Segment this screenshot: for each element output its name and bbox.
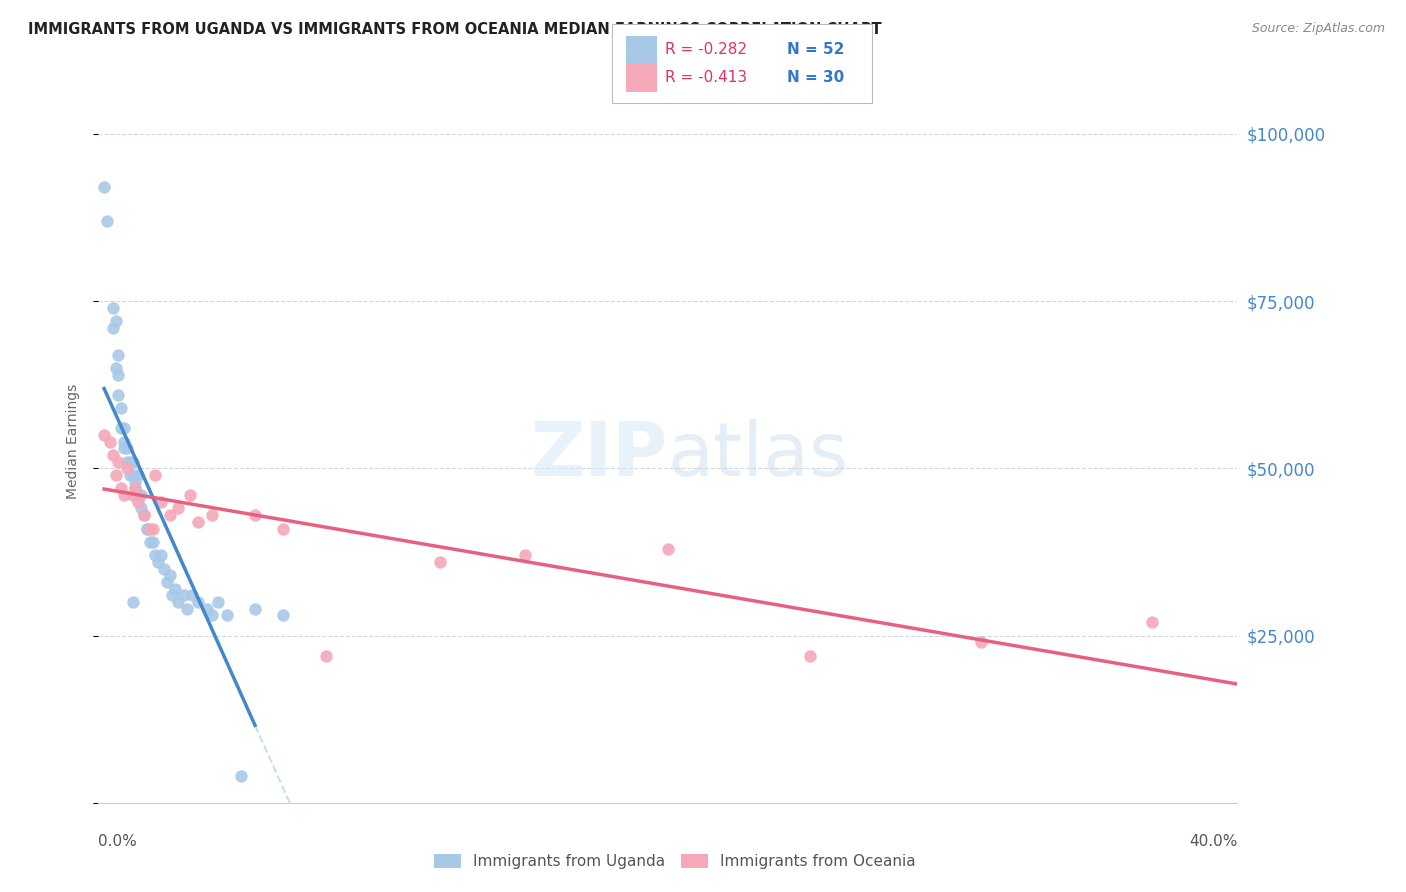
- Point: [179, 488, 201, 502]
- Point: [187, 595, 209, 609]
- Point: [129, 501, 152, 516]
- Point: [243, 602, 266, 616]
- Point: [104, 467, 127, 482]
- Point: [110, 401, 132, 416]
- Point: [135, 521, 157, 535]
- Point: [110, 482, 132, 496]
- Point: [148, 555, 170, 569]
- Point: [124, 482, 146, 496]
- Point: [141, 521, 163, 535]
- Y-axis label: Median Earnings: Median Earnings: [66, 384, 80, 500]
- Point: [104, 314, 127, 328]
- Point: [129, 488, 152, 502]
- Point: [107, 368, 129, 382]
- Point: [115, 454, 138, 469]
- Text: Source: ZipAtlas.com: Source: ZipAtlas.com: [1251, 22, 1385, 36]
- Point: [121, 488, 143, 502]
- Point: [101, 301, 124, 315]
- Point: [150, 548, 173, 563]
- Point: [115, 461, 138, 475]
- Point: [150, 494, 173, 508]
- Point: [107, 454, 129, 469]
- Point: [121, 595, 143, 609]
- Point: [112, 421, 135, 435]
- Point: [145, 548, 167, 563]
- Point: [201, 508, 224, 523]
- Point: [153, 562, 176, 576]
- Point: [181, 589, 204, 603]
- Point: [127, 467, 149, 482]
- Text: 0.0%: 0.0%: [98, 834, 138, 849]
- Point: [141, 534, 163, 549]
- Point: [135, 521, 157, 535]
- Point: [229, 769, 252, 783]
- Point: [156, 575, 179, 590]
- Point: [104, 361, 127, 376]
- Point: [273, 608, 295, 623]
- Point: [121, 467, 143, 482]
- Point: [165, 582, 187, 596]
- Point: [195, 602, 218, 616]
- Point: [112, 434, 135, 449]
- Point: [167, 595, 190, 609]
- Point: [315, 648, 337, 663]
- Point: [657, 541, 679, 556]
- Point: [107, 387, 129, 401]
- Text: IMMIGRANTS FROM UGANDA VS IMMIGRANTS FROM OCEANIA MEDIAN EARNINGS CORRELATION CH: IMMIGRANTS FROM UGANDA VS IMMIGRANTS FRO…: [28, 22, 882, 37]
- Text: R = -0.282: R = -0.282: [665, 43, 747, 57]
- Point: [1140, 615, 1163, 630]
- Point: [138, 521, 160, 535]
- Point: [124, 482, 146, 496]
- Text: R = -0.413: R = -0.413: [665, 70, 747, 85]
- Point: [115, 441, 138, 455]
- Point: [93, 427, 115, 442]
- Point: [121, 454, 143, 469]
- Point: [429, 555, 451, 569]
- Point: [101, 448, 124, 462]
- Point: [201, 608, 224, 623]
- Text: N = 30: N = 30: [787, 70, 845, 85]
- Point: [101, 320, 124, 334]
- Text: atlas: atlas: [668, 419, 849, 492]
- Point: [132, 508, 155, 523]
- Point: [799, 648, 821, 663]
- Point: [96, 213, 118, 227]
- Legend: Immigrants from Uganda, Immigrants from Oceania: Immigrants from Uganda, Immigrants from …: [427, 847, 922, 875]
- Point: [167, 501, 190, 516]
- Point: [127, 488, 149, 502]
- Point: [176, 602, 198, 616]
- Point: [159, 508, 181, 523]
- Point: [110, 421, 132, 435]
- Point: [173, 589, 195, 603]
- Point: [159, 568, 181, 582]
- Point: [112, 441, 135, 455]
- Point: [93, 180, 115, 194]
- Point: [187, 515, 209, 529]
- Text: N = 52: N = 52: [787, 43, 845, 57]
- Point: [118, 454, 141, 469]
- Point: [112, 488, 135, 502]
- Point: [138, 534, 160, 549]
- Point: [98, 434, 121, 449]
- Point: [124, 475, 146, 489]
- Text: 40.0%: 40.0%: [1189, 834, 1237, 849]
- Point: [127, 494, 149, 508]
- Point: [215, 608, 238, 623]
- Point: [273, 521, 295, 535]
- Point: [970, 635, 993, 649]
- Point: [243, 508, 266, 523]
- Point: [515, 548, 537, 563]
- Point: [207, 595, 229, 609]
- Text: ZIP: ZIP: [530, 419, 668, 492]
- Point: [132, 508, 155, 523]
- Point: [107, 348, 129, 362]
- Point: [162, 589, 184, 603]
- Point: [118, 467, 141, 482]
- Point: [145, 467, 167, 482]
